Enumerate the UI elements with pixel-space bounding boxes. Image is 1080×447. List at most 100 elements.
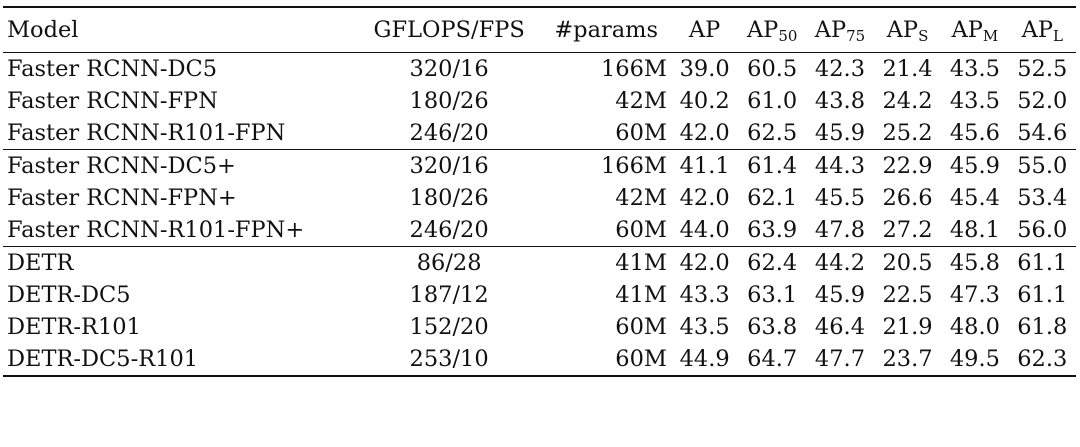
cell-apm: 45.9: [949, 153, 1000, 179]
cell-params: 41M: [615, 250, 667, 276]
cell-ap: 42.0: [679, 185, 730, 211]
table-row: Faster RCNN-R101-FPN 246/20 60M 42.0 62.…: [3, 117, 1076, 150]
cell-apl: 61.1: [1017, 282, 1068, 308]
cell-gflops-fps: 187/12: [409, 282, 489, 308]
cell-aps: 26.6: [882, 185, 933, 211]
cell-model: Faster RCNN-R101-FPN+: [7, 217, 305, 243]
cell-model: Faster RCNN-FPN+: [7, 185, 237, 211]
cell-apl: 52.0: [1017, 88, 1068, 114]
cell-model: Faster RCNN-R101-FPN: [7, 120, 286, 146]
cell-aps: 27.2: [882, 217, 933, 243]
header-ap75: AP75: [806, 7, 874, 53]
cell-ap: 39.0: [679, 56, 730, 82]
cell-apl: 52.5: [1017, 56, 1068, 82]
cell-params: 41M: [615, 282, 667, 308]
cell-gflops-fps: 320/16: [409, 56, 489, 82]
header-apl-sub: L: [1052, 27, 1063, 45]
header-apm-base: AP: [951, 17, 983, 43]
header-params: #params: [554, 17, 659, 43]
cell-apm: 43.5: [949, 88, 1000, 114]
cell-apl: 56.0: [1017, 217, 1068, 243]
cell-apm: 48.0: [949, 314, 1000, 340]
cell-ap50: 60.5: [747, 56, 798, 82]
cell-ap50: 61.4: [747, 153, 798, 179]
cell-model: Faster RCNN-FPN: [7, 88, 218, 114]
results-table: Model GFLOPS/FPS #params AP AP50 AP75 AP…: [3, 6, 1076, 377]
header-apl-base: AP: [1021, 17, 1053, 43]
cell-gflops-fps: 246/20: [409, 120, 489, 146]
cell-ap50: 63.9: [747, 217, 798, 243]
cell-params: 60M: [615, 346, 667, 372]
header-aps-base: AP: [886, 17, 919, 43]
header-ap50-sub: 50: [778, 27, 798, 45]
cell-model: Faster RCNN-DC5+: [7, 153, 236, 179]
cell-gflops-fps: 86/28: [416, 250, 482, 276]
cell-ap: 40.2: [679, 88, 730, 114]
cell-gflops-fps: 180/26: [409, 88, 489, 114]
cell-ap75: 47.8: [814, 217, 866, 243]
cell-apm: 43.5: [949, 56, 1000, 82]
cell-ap75: 42.3: [814, 56, 866, 82]
cell-ap50: 64.7: [747, 346, 798, 372]
cell-apm: 45.4: [949, 185, 1000, 211]
header-gflops-fps: GFLOPS/FPS: [373, 17, 525, 43]
cell-ap50: 62.1: [747, 185, 798, 211]
cell-ap: 42.0: [679, 120, 730, 146]
cell-apm: 47.3: [949, 282, 1000, 308]
cell-apl: 53.4: [1017, 185, 1068, 211]
header-apm-sub: M: [982, 27, 999, 45]
cell-ap: 44.9: [679, 346, 730, 372]
cell-apm: 49.5: [949, 346, 1000, 372]
cell-aps: 21.4: [882, 56, 933, 82]
cell-ap: 44.0: [679, 217, 730, 243]
cell-params: 42M: [615, 88, 667, 114]
table-row: DETR-DC5-R101 253/10 60M 44.9 64.7 47.7 …: [3, 343, 1076, 376]
cell-gflops-fps: 320/16: [409, 153, 489, 179]
table-row: DETR-R101 152/20 60M 43.5 63.8 46.4 21.9…: [3, 311, 1076, 343]
header-ap50: AP50: [738, 7, 806, 53]
cell-params: 60M: [615, 314, 667, 340]
cell-ap50: 62.4: [747, 250, 798, 276]
table-row: DETR 86/28 41M 42.0 62.4 44.2 20.5 45.8 …: [3, 246, 1076, 280]
cell-aps: 23.7: [882, 346, 933, 372]
cell-params: 166M: [600, 56, 667, 82]
cell-model: DETR: [7, 250, 74, 276]
cell-aps: 22.9: [882, 153, 933, 179]
cell-aps: 25.2: [882, 120, 933, 146]
cell-ap75: 45.9: [814, 120, 866, 146]
cell-ap50: 63.8: [747, 314, 798, 340]
header-apl: APL: [1009, 7, 1076, 53]
cell-apm: 48.1: [949, 217, 1000, 243]
cell-apl: 55.0: [1017, 153, 1068, 179]
cell-ap: 43.3: [679, 282, 730, 308]
cell-ap50: 61.0: [747, 88, 798, 114]
header-aps-sub: S: [918, 27, 929, 45]
table-row: DETR-DC5 187/12 41M 43.3 63.1 45.9 22.5 …: [3, 279, 1076, 311]
cell-params: 166M: [600, 153, 667, 179]
cell-ap: 42.0: [679, 250, 730, 276]
cell-gflops-fps: 152/20: [409, 314, 489, 340]
cell-apl: 62.3: [1017, 346, 1068, 372]
cell-ap75: 47.7: [814, 346, 866, 372]
cell-aps: 22.5: [882, 282, 933, 308]
header-row: Model GFLOPS/FPS #params AP AP50 AP75 AP…: [3, 7, 1076, 53]
cell-gflops-fps: 180/26: [409, 185, 489, 211]
header-ap75-sub: 75: [846, 27, 866, 45]
cell-ap75: 46.4: [814, 314, 866, 340]
cell-apl: 61.1: [1017, 250, 1068, 276]
cell-gflops-fps: 246/20: [409, 217, 489, 243]
cell-apl: 61.8: [1017, 314, 1068, 340]
cell-model: DETR-DC5: [7, 282, 131, 308]
cell-apm: 45.8: [949, 250, 1000, 276]
cell-aps: 24.2: [882, 88, 933, 114]
table-row: Faster RCNN-R101-FPN+ 246/20 60M 44.0 63…: [3, 214, 1076, 247]
cell-ap50: 63.1: [747, 282, 798, 308]
cell-ap: 41.1: [679, 153, 730, 179]
header-aps: APS: [874, 7, 941, 53]
cell-ap75: 43.8: [814, 88, 866, 114]
cell-model: DETR-R101: [7, 314, 141, 340]
table-row: Faster RCNN-FPN+ 180/26 42M 42.0 62.1 45…: [3, 182, 1076, 214]
table-row: Faster RCNN-FPN 180/26 42M 40.2 61.0 43.…: [3, 85, 1076, 117]
cell-ap: 43.5: [679, 314, 730, 340]
